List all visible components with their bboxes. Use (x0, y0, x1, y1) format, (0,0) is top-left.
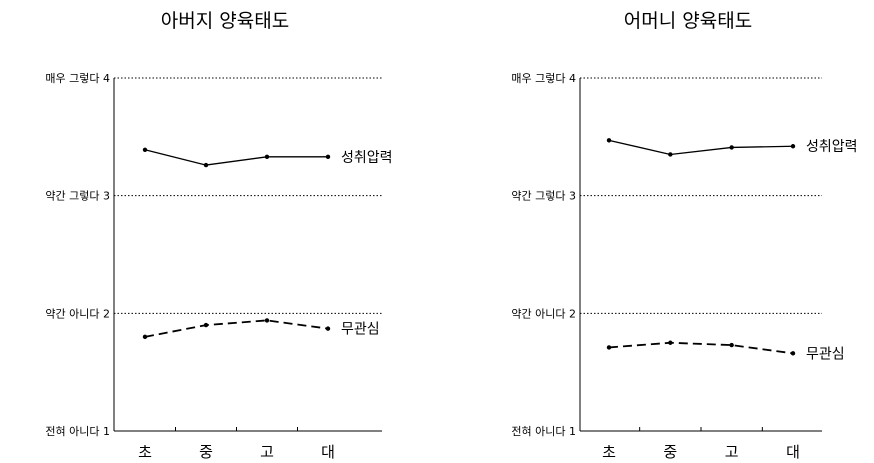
y-tick-label: 전혀 아니다 1 (45, 425, 110, 438)
data-point (325, 326, 331, 331)
data-point (668, 152, 673, 157)
series-label: 성취압력 (806, 139, 858, 155)
x-tick-label: 대 (786, 443, 800, 461)
x-tick-label: 고 (725, 443, 739, 461)
series-label: 무관심 (806, 346, 845, 362)
data-point (729, 342, 734, 348)
x-tick-label: 초 (602, 443, 616, 461)
x-tick-label: 대 (321, 443, 335, 461)
chart-title: 아버지 양육태도 (161, 10, 289, 32)
series-line (144, 319, 329, 338)
y-tick-label: 약간 아니다 2 (511, 306, 576, 320)
data-point (203, 322, 209, 328)
x-tick-label: 초 (138, 443, 152, 461)
data-point (790, 144, 796, 149)
chart-title: 어머니 양육태도 (624, 10, 752, 32)
data-point (325, 154, 331, 160)
data-point (668, 340, 673, 345)
data-point (142, 334, 148, 340)
series-label: 성취압력 (341, 150, 393, 166)
y-tick-label: 매우 그렇다 4 (511, 72, 576, 85)
data-point (203, 162, 209, 168)
data-point (790, 351, 796, 356)
x-tick-label: 고 (260, 443, 274, 461)
x-tick-label: 중 (663, 443, 677, 461)
y-tick-label: 약간 그렇다 3 (511, 189, 576, 203)
data-point (606, 138, 612, 143)
y-tick-label: 전혀 아니다 1 (511, 425, 576, 438)
data-point (142, 147, 148, 152)
data-point (606, 345, 612, 350)
y-tick-label: 매우 그렇다 4 (45, 72, 110, 85)
y-tick-label: 약간 아니다 2 (45, 306, 110, 320)
x-tick-label: 중 (199, 443, 213, 461)
data-point (264, 154, 270, 160)
series-line (608, 341, 794, 355)
data-point (729, 145, 734, 150)
series-line (608, 139, 794, 156)
series-line (144, 149, 328, 166)
data-point (264, 318, 270, 323)
y-tick-label: 약간 그렇다 3 (45, 189, 110, 203)
series-label: 무관심 (341, 322, 380, 338)
